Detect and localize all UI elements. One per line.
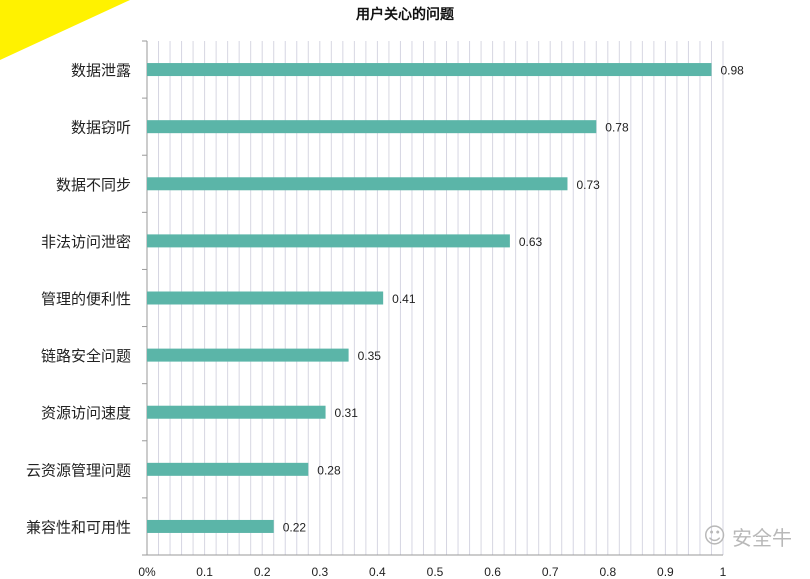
- x-tick-label: 0.4: [369, 565, 386, 579]
- bar: [147, 519, 274, 533]
- category-label: 云资源管理问题: [26, 461, 131, 479]
- data-label: 0.73: [576, 178, 600, 192]
- category-label: 数据不同步: [56, 176, 131, 194]
- category-label: 链路安全问题: [41, 347, 131, 365]
- data-label: 0.22: [283, 520, 307, 534]
- data-label: 0.98: [720, 64, 744, 78]
- bars: [147, 63, 712, 533]
- data-label: 0.41: [392, 292, 416, 306]
- x-tick-label: 0.1: [196, 565, 213, 579]
- wechat-icon: ☺: [703, 524, 726, 549]
- category-label: 数据泄露: [71, 62, 131, 80]
- data-label: 0.28: [317, 463, 341, 477]
- data-label: 0.78: [605, 121, 629, 135]
- chart-title: 用户关心的问题: [356, 7, 454, 23]
- data-label: 0.63: [519, 235, 543, 249]
- watermark-text: 安全牛: [732, 526, 792, 550]
- data-label: 0.31: [335, 406, 359, 420]
- watermark: ☺ 安全牛: [703, 522, 792, 551]
- bar: [147, 234, 510, 248]
- category-label: 资源访问速度: [41, 404, 131, 422]
- x-tick-label: 0.5: [427, 565, 444, 579]
- category-label: 数据窃听: [71, 119, 131, 137]
- bar: [147, 348, 349, 362]
- labels: 0% 0.1 0.2 0.3 0.4 0.5 0.6 0.7 0.8 0.9 1 0.98 数据泄露 0.…: [26, 62, 744, 579]
- category-label: 兼容性和可用性: [26, 518, 131, 536]
- x-tick-label: 0.8: [599, 565, 616, 579]
- bar: [147, 462, 309, 476]
- x-tick-label: 0.9: [657, 565, 674, 579]
- x-tick-label: 0.3: [311, 565, 328, 579]
- x-tick-label: 0.6: [484, 565, 501, 579]
- bar: [147, 291, 384, 305]
- bar: [147, 120, 597, 134]
- bar: [147, 177, 568, 191]
- bar: [147, 63, 712, 77]
- data-label: 0.35: [358, 349, 382, 363]
- bar: [147, 405, 326, 419]
- category-label: 非法访问泄密: [41, 233, 131, 251]
- x-tick-label: 0%: [138, 565, 156, 579]
- category-label: 管理的便利性: [41, 290, 131, 308]
- x-tick-label: 1: [720, 565, 727, 579]
- x-tick-label: 0.7: [542, 565, 559, 579]
- x-tick-label: 0.2: [254, 565, 271, 579]
